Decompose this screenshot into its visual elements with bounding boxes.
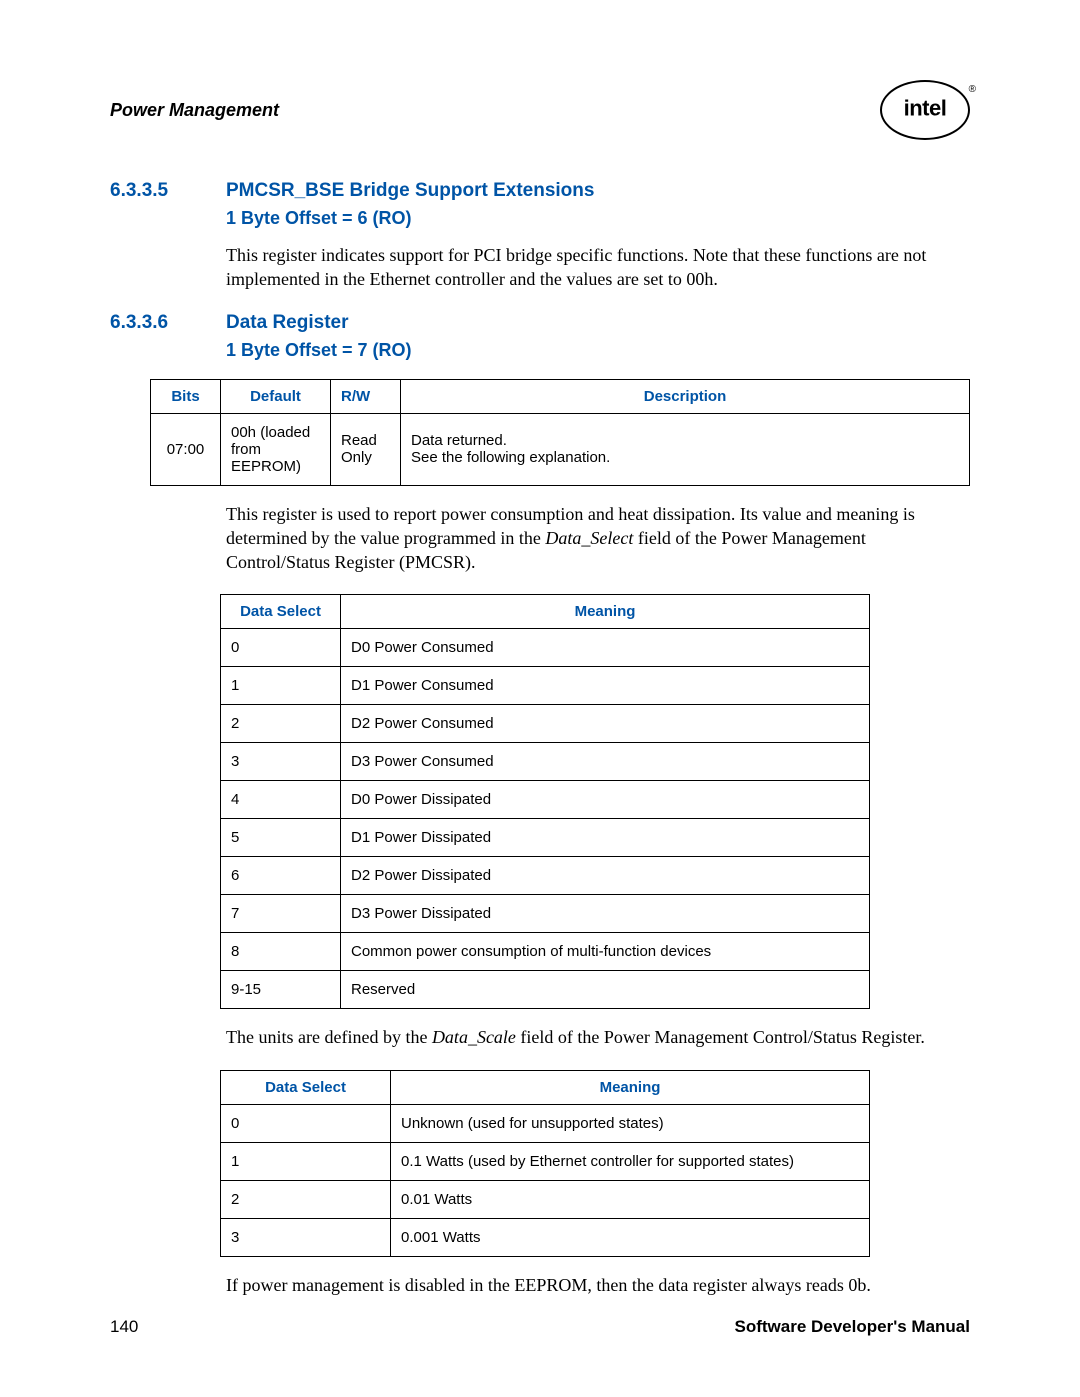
cell-meaning: D0 Power Consumed xyxy=(341,629,870,667)
header-title: Power Management xyxy=(110,100,279,121)
italic-text: Data_Scale xyxy=(432,1027,516,1047)
col-header-meaning: Meaning xyxy=(341,595,870,629)
text: field of the Power Management Control/St… xyxy=(516,1027,925,1047)
page-number: 140 xyxy=(110,1317,138,1337)
page-footer: 140 Software Developer's Manual xyxy=(110,1317,970,1337)
col-header-meaning: Meaning xyxy=(391,1070,870,1104)
register-table: Bits Default R/W Description 07:00 00h (… xyxy=(150,379,970,486)
table-row: 20.01 Watts xyxy=(221,1180,870,1218)
cell-data-select: 2 xyxy=(221,1180,391,1218)
cell-data-select: 5 xyxy=(221,819,341,857)
data-select-meaning-table: Data Select Meaning 0D0 Power Consumed1D… xyxy=(220,594,870,1009)
cell-meaning: D1 Power Dissipated xyxy=(341,819,870,857)
table-row: 3D3 Power Consumed xyxy=(221,743,870,781)
logo-registered: ® xyxy=(969,84,976,95)
paragraph: This register is used to report power co… xyxy=(226,502,970,575)
page-header: Power Management intel ® xyxy=(110,80,970,140)
section-title: PMCSR_BSE Bridge Support Extensions xyxy=(226,180,594,202)
cell-meaning: D2 Power Dissipated xyxy=(341,857,870,895)
cell-data-select: 0 xyxy=(221,1104,391,1142)
cell-data-select: 7 xyxy=(221,895,341,933)
italic-text: Data_Select xyxy=(545,528,633,548)
section-body: This register indicates support for PCI … xyxy=(226,243,970,292)
cell-meaning: D1 Power Consumed xyxy=(341,667,870,705)
data-scale-table: Data Select Meaning 0Unknown (used for u… xyxy=(220,1070,870,1257)
desc-line1: Data returned. xyxy=(411,432,507,449)
cell-meaning: D3 Power Consumed xyxy=(341,743,870,781)
section-6-3-3-5: 6.3.3.5 PMCSR_BSE Bridge Support Extensi… xyxy=(110,180,970,292)
text: The units are defined by the xyxy=(226,1027,432,1047)
section-head: 6.3.3.6 Data Register xyxy=(110,312,970,334)
section-number: 6.3.3.5 xyxy=(110,180,190,202)
col-header-bits: Bits xyxy=(151,379,221,413)
cell-meaning: D0 Power Dissipated xyxy=(341,781,870,819)
table-row: 0D0 Power Consumed xyxy=(221,629,870,667)
cell-data-select: 0 xyxy=(221,629,341,667)
section-head: 6.3.3.5 PMCSR_BSE Bridge Support Extensi… xyxy=(110,180,970,202)
cell-data-select: 8 xyxy=(221,933,341,971)
table-header-row: Bits Default R/W Description xyxy=(151,379,970,413)
table-row: 6D2 Power Dissipated xyxy=(221,857,870,895)
intel-logo: intel ® xyxy=(880,80,970,140)
table-row: 4D0 Power Dissipated xyxy=(221,781,870,819)
table-row: 30.001 Watts xyxy=(221,1218,870,1256)
cell-data-select: 6 xyxy=(221,857,341,895)
table-row: 1D1 Power Consumed xyxy=(221,667,870,705)
cell-data-select: 2 xyxy=(221,705,341,743)
table-row: 0Unknown (used for unsupported states) xyxy=(221,1104,870,1142)
cell-rw: Read Only xyxy=(331,413,401,485)
cell-meaning: D3 Power Dissipated xyxy=(341,895,870,933)
table-row: 07:00 00h (loaded from EEPROM) Read Only… xyxy=(151,413,970,485)
paragraph: The units are defined by the Data_Scale … xyxy=(226,1025,970,1049)
cell-data-select: 3 xyxy=(221,1218,391,1256)
cell-default: 00h (loaded from EEPROM) xyxy=(221,413,331,485)
cell-meaning: 0.01 Watts xyxy=(391,1180,870,1218)
desc-line2: See the following explanation. xyxy=(411,449,610,466)
section-subtitle: 1 Byte Offset = 6 (RO) xyxy=(226,208,970,229)
cell-bits: 07:00 xyxy=(151,413,221,485)
col-header-default: Default xyxy=(221,379,331,413)
cell-meaning: Common power consumption of multi-functi… xyxy=(341,933,870,971)
cell-meaning: D2 Power Consumed xyxy=(341,705,870,743)
col-header-data-select: Data Select xyxy=(221,595,341,629)
table-row: 9-15Reserved xyxy=(221,971,870,1009)
page: Power Management intel ® 6.3.3.5 PMCSR_B… xyxy=(0,0,1080,1397)
table-header-row: Data Select Meaning xyxy=(221,595,870,629)
logo-text: intel xyxy=(904,96,947,122)
table-header-row: Data Select Meaning xyxy=(221,1070,870,1104)
cell-data-select: 9-15 xyxy=(221,971,341,1009)
cell-meaning: Unknown (used for unsupported states) xyxy=(391,1104,870,1142)
cell-meaning: 0.001 Watts xyxy=(391,1218,870,1256)
table-row: 2D2 Power Consumed xyxy=(221,705,870,743)
doc-title: Software Developer's Manual xyxy=(734,1317,970,1337)
section-number: 6.3.3.6 xyxy=(110,312,190,334)
table-row: 10.1 Watts (used by Ethernet controller … xyxy=(221,1142,870,1180)
cell-meaning: Reserved xyxy=(341,971,870,1009)
section-title: Data Register xyxy=(226,312,349,334)
cell-data-select: 1 xyxy=(221,667,341,705)
cell-description: Data returned. See the following explana… xyxy=(401,413,970,485)
cell-data-select: 1 xyxy=(221,1142,391,1180)
section-6-3-3-6: 6.3.3.6 Data Register 1 Byte Offset = 7 … xyxy=(110,312,970,361)
section-subtitle: 1 Byte Offset = 7 (RO) xyxy=(226,340,970,361)
cell-data-select: 4 xyxy=(221,781,341,819)
col-header-data-select: Data Select xyxy=(221,1070,391,1104)
table-row: 7D3 Power Dissipated xyxy=(221,895,870,933)
cell-meaning: 0.1 Watts (used by Ethernet controller f… xyxy=(391,1142,870,1180)
cell-data-select: 3 xyxy=(221,743,341,781)
table-row: 8Common power consumption of multi-funct… xyxy=(221,933,870,971)
col-header-rw: R/W xyxy=(331,379,401,413)
table-row: 5D1 Power Dissipated xyxy=(221,819,870,857)
col-header-description: Description xyxy=(401,379,970,413)
paragraph: If power management is disabled in the E… xyxy=(226,1273,970,1297)
